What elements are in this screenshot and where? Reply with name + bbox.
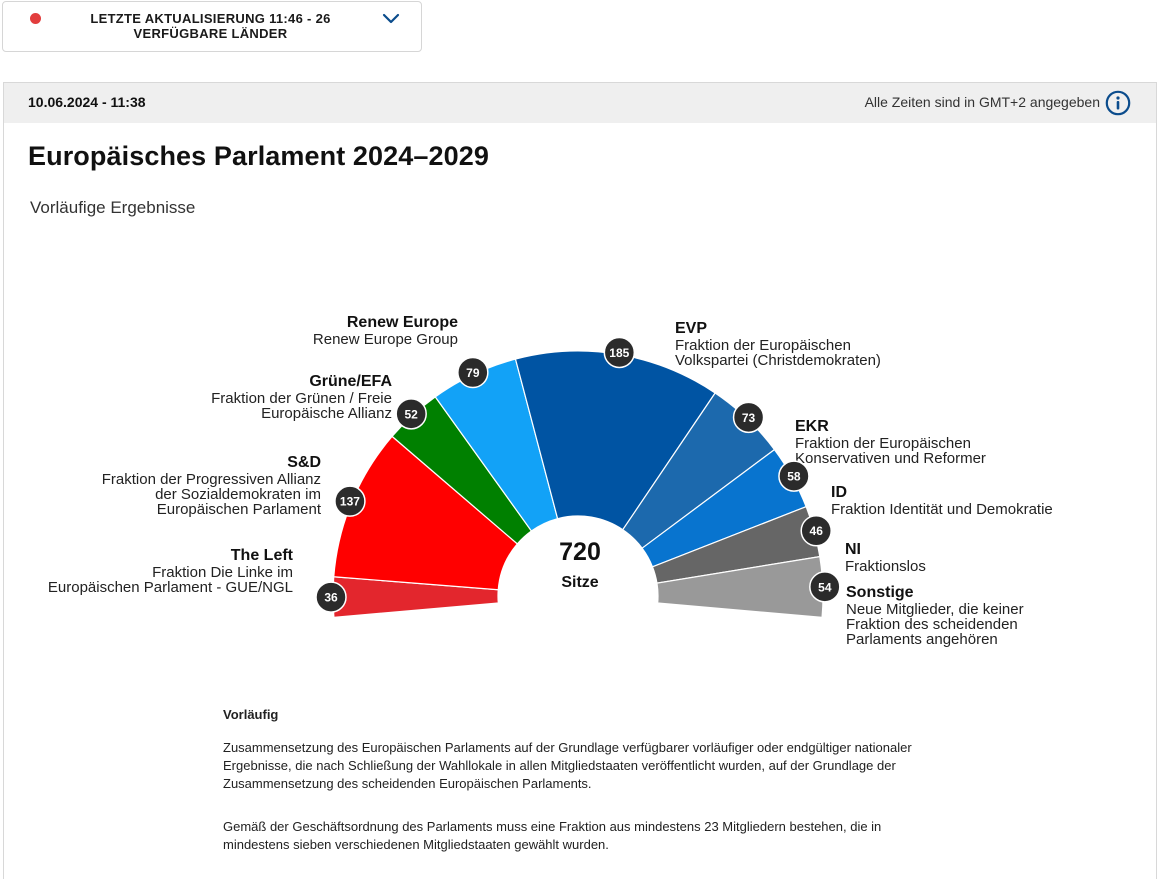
seat-badge-sonstige [809,571,841,603]
seat-badge-renew-europe [457,356,489,389]
update-status-line-1: LETZTE AKTUALISIERUNG 11:46 - 26 [90,11,331,26]
group-description-sonstige: Parlaments angehören [846,631,998,648]
results-panel: 10.06.2024 - 11:38 Alle Zeiten sind in G… [3,82,1157,879]
group-name-id: ID [831,484,847,501]
group-description-sonstige: Fraktion des scheidenden [846,616,1018,633]
total-seats: 720 [559,538,601,566]
segment-s-d[interactable] [333,435,519,591]
seat-count-the-left: 36 [324,591,338,605]
seat-count-ekr: 73 [742,411,756,425]
group-name-the-left: The Left [231,547,294,564]
panel-header: 10.06.2024 - 11:38 Alle Zeiten sind in G… [4,83,1156,123]
update-status-text: LETZTE AKTUALISIERUNG 11:46 - 26 VERFÜGB… [73,11,348,41]
group-name-ni: NI [845,541,861,558]
group-description-gr-ne-efa: Fraktion der Grünen / Freie [211,390,392,407]
results-timestamp: 10.06.2024 - 11:38 [28,94,146,110]
group-name-sonstige: Sonstige [846,584,914,601]
group-description-s-d: Fraktion der Progressiven Allianz [102,471,321,488]
group-description-the-left: Europäischen Parlament - GUE/NGL [48,579,293,596]
notes-paragraph-1: Zusammensetzung des Europäischen Parlame… [223,740,912,791]
timezone-note: Alle Zeiten sind in GMT+2 angegeben [864,94,1100,110]
seat-count-sonstige: 54 [818,580,832,594]
group-description-ekr: Konservativen und Reformer [795,450,986,467]
seat-badge-ekr [732,401,765,434]
page-subtitle: Vorläufige Ergebnisse [30,198,196,217]
notes-paragraph-2: Gemäß der Geschäftsordnung des Parlament… [223,819,882,852]
seat-count-gr-ne-efa: 52 [404,407,418,421]
seat-count-renew-europe: 79 [466,366,480,380]
group-name-gr-ne-efa: Grüne/EFA [309,373,392,390]
live-indicator-dot [30,13,41,24]
group-description-the-left: Fraktion Die Linke im [152,564,293,581]
segment-evp[interactable] [514,350,716,531]
seat-badge-the-left [315,581,347,613]
group-description-ekr: Fraktion der Europäischen [795,435,971,452]
group-description-renew-europe: Renew Europe Group [313,331,458,348]
group-name-ekr: EKR [795,418,829,435]
group-description-ni: Fraktionslos [845,558,926,575]
group-name-renew-europe: Renew Europe [347,314,458,331]
total-seats-label: Sitze [561,574,598,591]
group-description-evp: Fraktion der Europäischen [675,337,851,354]
seat-badge-evp [603,336,636,369]
seat-count-ni: 46 [810,524,824,538]
group-name-s-d: S&D [287,454,321,471]
seat-count-evp: 185 [609,346,629,360]
seat-badge-id [778,460,810,492]
seat-badge-ni [800,514,832,547]
group-description-s-d: Europäischen Parlament [157,501,322,518]
group-description-evp: Volkspartei (Christdemokraten) [675,352,881,369]
group-description-gr-ne-efa: Europäische Allianz [261,405,392,422]
group-description-s-d: der Sozialdemokraten im [155,486,321,503]
info-icon[interactable] [1105,90,1131,116]
update-status-dropdown[interactable]: LETZTE AKTUALISIERUNG 11:46 - 26 VERFÜGB… [2,1,422,52]
group-description-sonstige: Neue Mitglieder, die keiner [846,601,1024,618]
seat-count-id: 58 [787,470,801,484]
seat-badge-s-d [334,485,366,517]
chevron-down-icon[interactable] [382,13,400,25]
group-name-evp: EVP [675,320,707,337]
group-description-id: Fraktion Identität und Demokratie [831,501,1053,518]
seat-count-s-d: 137 [340,495,360,509]
seat-badge-gr-ne-efa [395,398,427,430]
notes-title: Vorläufig [223,707,279,722]
update-status-line-2: VERFÜGBARE LÄNDER [133,26,288,41]
page-title: Europäisches Parlament 2024–2029 [28,141,489,171]
